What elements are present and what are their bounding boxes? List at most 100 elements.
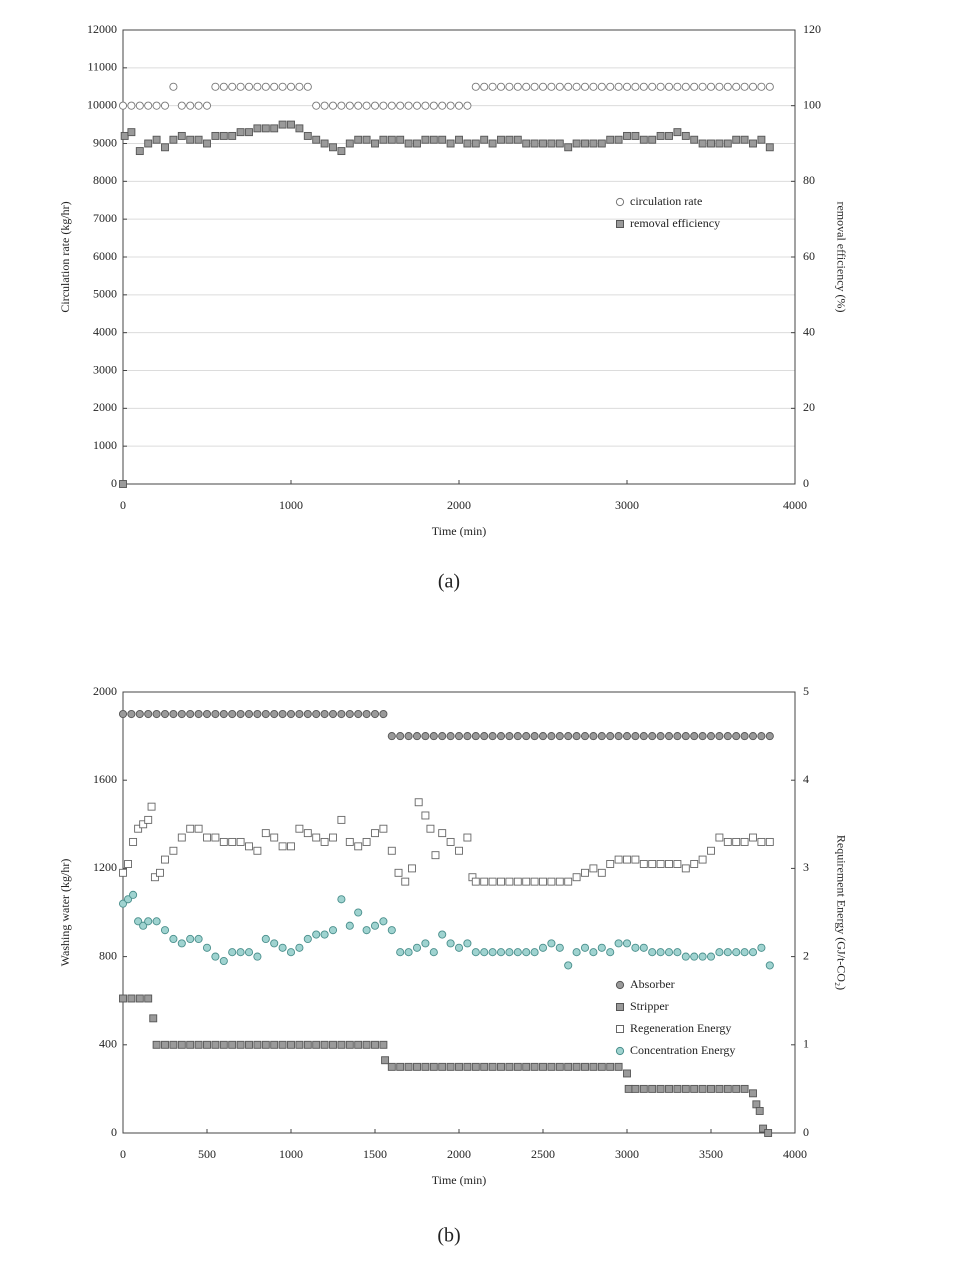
data-point <box>379 917 388 926</box>
data-point <box>202 101 212 110</box>
data-point <box>698 1084 707 1093</box>
data-point <box>396 135 405 144</box>
data-point <box>698 139 707 148</box>
data-point <box>295 82 304 91</box>
data-point <box>748 732 758 741</box>
data-point <box>555 82 564 91</box>
data-point <box>135 710 144 719</box>
data-point <box>446 732 455 741</box>
data-point <box>748 948 758 957</box>
data-point <box>144 710 153 719</box>
data-point <box>723 82 732 91</box>
data-point <box>513 877 522 886</box>
data-point <box>480 82 489 91</box>
data-point <box>228 131 237 140</box>
data-point <box>597 732 606 741</box>
data-point <box>169 1040 178 1049</box>
data-point <box>454 732 464 741</box>
y-tick-label: 5000 <box>93 287 117 301</box>
data-point <box>244 82 254 91</box>
data-point <box>421 811 430 820</box>
data-point <box>715 833 724 842</box>
data-point <box>488 139 497 148</box>
legend-marker <box>616 220 624 228</box>
y-tick-label: 2000 <box>93 400 117 414</box>
data-point <box>765 837 774 846</box>
data-point <box>497 1062 505 1071</box>
data-point <box>580 943 590 952</box>
data-point <box>147 802 156 811</box>
data-point <box>152 710 161 719</box>
data-point <box>471 139 480 148</box>
data-point <box>749 1089 757 1098</box>
y-tick-label: 9000 <box>93 135 117 149</box>
y2-tick-label: 40 <box>803 324 815 338</box>
data-point <box>286 82 296 91</box>
data-point <box>169 82 178 91</box>
data-point <box>656 860 665 868</box>
data-point <box>387 926 396 935</box>
data-point <box>463 939 472 948</box>
data-point <box>673 82 682 91</box>
data-point <box>648 1084 657 1093</box>
data-point <box>345 139 354 148</box>
data-point <box>320 101 329 110</box>
data-point <box>707 1084 715 1093</box>
data-point <box>732 1084 741 1093</box>
data-point <box>337 101 346 110</box>
data-point <box>186 710 195 719</box>
data-point <box>698 82 707 91</box>
data-point <box>706 952 716 961</box>
data-point <box>446 139 455 148</box>
data-point <box>505 877 514 886</box>
data-point <box>480 135 489 144</box>
data-point <box>505 1062 514 1071</box>
data-point <box>345 710 354 719</box>
data-point <box>572 82 581 91</box>
data-point <box>139 921 148 930</box>
data-point <box>505 948 514 957</box>
data-point <box>328 926 338 935</box>
y-tick-label: 12000 <box>87 22 117 36</box>
data-point <box>118 899 128 908</box>
data-point <box>270 710 279 719</box>
data-point <box>303 131 312 140</box>
data-point <box>278 1040 287 1049</box>
data-point <box>505 82 514 91</box>
data-point <box>522 948 531 957</box>
data-point <box>186 1040 195 1049</box>
data-point <box>673 128 682 137</box>
data-point <box>329 833 337 842</box>
data-point <box>631 855 640 864</box>
data-point <box>740 135 749 144</box>
data-point <box>429 732 438 741</box>
data-point <box>648 860 657 868</box>
data-point <box>555 1062 564 1071</box>
data-point <box>127 710 136 719</box>
data-point <box>203 833 211 842</box>
data-point <box>295 1040 304 1049</box>
data-point <box>303 829 312 838</box>
data-point <box>572 948 581 957</box>
data-point <box>698 855 707 864</box>
data-point <box>387 101 396 110</box>
data-point <box>253 1040 262 1049</box>
y-tick-label: 800 <box>99 948 117 962</box>
data-point <box>522 82 531 91</box>
data-point <box>522 732 531 741</box>
data-point <box>194 710 203 719</box>
data-point <box>715 1084 724 1093</box>
data-point <box>236 710 245 719</box>
data-point <box>623 131 631 140</box>
data-point <box>589 864 598 873</box>
data-point <box>203 139 211 148</box>
data-point <box>177 833 186 842</box>
data-point <box>253 952 262 961</box>
y-tick-label: 2000 <box>93 684 117 698</box>
data-point <box>278 842 287 851</box>
data-point <box>438 829 447 838</box>
legend-marker <box>615 1046 625 1056</box>
data-point <box>401 877 410 886</box>
data-point <box>471 732 480 741</box>
data-point <box>522 1062 531 1071</box>
